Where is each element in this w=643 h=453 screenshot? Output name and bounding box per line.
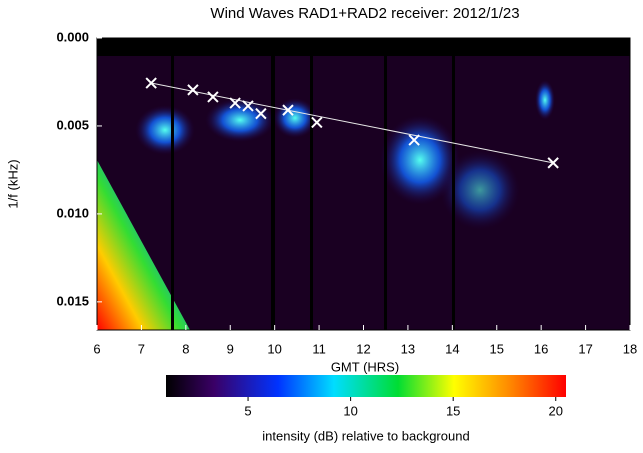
marker [282, 104, 294, 116]
spectrogram-gap [97, 38, 630, 56]
spectrogram-blob [205, 98, 275, 142]
marker [547, 157, 559, 169]
marker [187, 84, 199, 96]
marker [229, 97, 241, 109]
marker [207, 91, 219, 103]
spectrogram-blob [440, 150, 520, 230]
spectrogram-blob [535, 80, 555, 120]
marker [408, 134, 420, 146]
x-tick-label: 11 [312, 341, 326, 356]
x-tick-label: 14 [445, 341, 459, 356]
colorbar-label: intensity (dB) relative to background [262, 428, 469, 443]
colorbar [166, 375, 566, 397]
x-tick-label: 10 [267, 341, 281, 356]
colorbar-tick-label: 20 [549, 403, 563, 418]
marker [145, 77, 157, 89]
spectrogram-blob [273, 98, 317, 138]
x-tick-label: 16 [534, 341, 548, 356]
spectrogram-blob [135, 105, 195, 155]
x-tick-label: 7 [138, 341, 145, 356]
spectrogram-background [97, 38, 630, 330]
x-tick-label: 6 [93, 341, 100, 356]
x-axis-label: GMT (HRS) [331, 359, 399, 374]
x-tick-label: 13 [401, 341, 415, 356]
spectrogram-gap [310, 56, 313, 330]
y-tick-label: 0.005 [56, 117, 89, 132]
x-tick-label: 8 [182, 341, 189, 356]
y-axis-label: 1/f (kHz) [5, 159, 20, 208]
colorbar-tick-label: 5 [244, 403, 251, 418]
fit-line [151, 82, 554, 164]
spectrogram [97, 38, 630, 330]
x-tick-label: 15 [490, 341, 504, 356]
chart-title: Wind Waves RAD1+RAD2 receiver: 2012/1/23 [210, 5, 519, 22]
x-tick-label: 12 [356, 341, 370, 356]
spectrogram-gap [452, 56, 455, 330]
spectrogram-gap [271, 56, 275, 330]
x-tick-label: 17 [578, 341, 592, 356]
marker [242, 100, 254, 112]
spectrogram-gap [171, 56, 174, 330]
marker [255, 107, 267, 120]
x-tick-label: 9 [227, 341, 234, 356]
colorbar-tick-label: 10 [343, 403, 357, 418]
y-tick-label: 0.015 [56, 293, 89, 308]
x-tick-label: 18 [623, 341, 637, 356]
spectrogram-gap [384, 56, 387, 330]
y-tick-label: 0.010 [56, 205, 89, 220]
y-tick-label: 0.000 [56, 29, 89, 44]
marker [311, 116, 323, 129]
spectrogram-band [97, 160, 190, 330]
colorbar-tick-label: 15 [446, 403, 460, 418]
spectrogram-blob [380, 115, 460, 205]
